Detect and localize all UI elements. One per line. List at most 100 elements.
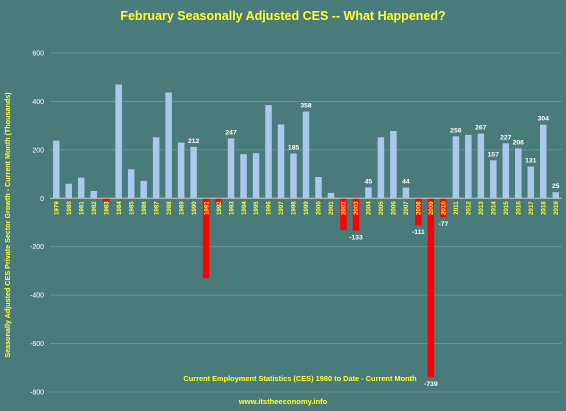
bar-1988 [165,92,172,199]
bar-2019 [552,192,560,199]
data-labels: 212 247 185 358 -133 45 44 -111 -739 -77 256 267 157… [188,103,560,389]
data-label: 358 [300,103,312,110]
x-tick-label: 1984 [116,201,123,215]
data-label: 45 [365,178,373,185]
x-tick-label: 2008 [416,201,423,215]
x-tick-label: 1992 [216,201,223,215]
x-tick-label: 1998 [291,201,298,215]
bar-2018 [540,124,547,199]
bar-1991 [202,198,210,279]
bar-1982 [90,191,97,199]
y-axis-ticks: 600 400 200 0 -200 -400 -600 -800 [30,51,44,397]
x-tick-label: 2016 [515,201,522,215]
bar-1985 [127,169,135,199]
x-tick-label: 1993 [228,201,235,215]
bar-1996 [265,105,272,199]
x-tick-label: 1990 [191,201,198,215]
x-tick-label: 1987 [153,201,160,215]
x-tick-label: 1986 [141,201,148,215]
data-label: -77 [438,221,448,228]
x-tick-label: 2010 [441,201,448,215]
bar-2002 [340,198,347,230]
x-tick-label: 1980 [66,201,73,215]
y-tick-label: 600 [32,51,44,58]
data-label: 206 [513,139,525,146]
bar-1989 [177,142,185,199]
bar-2016 [515,148,522,199]
data-label: 157 [488,151,500,158]
x-tick-label: 1989 [178,201,185,215]
x-tick-label: 2013 [478,201,485,215]
bar-1998 [290,153,297,199]
bar-2011 [452,136,460,199]
x-tick-label: 1981 [78,201,85,215]
bar-2008 [415,198,422,226]
y-tick-label: -600 [30,341,44,348]
bar-1981 [77,177,85,199]
x-tick-label: 2015 [503,201,510,215]
data-label: 256 [450,127,462,134]
bar-1986 [140,180,147,199]
x-tick-label: 1979 [53,201,60,215]
data-label: 267 [475,125,487,132]
x-tick-label: 1997 [278,201,285,215]
bar-1984 [115,84,122,199]
x-tick-label: 1999 [303,201,310,215]
y-axis-label: Seasonally Adjusted CES Private Sector G… [3,92,12,358]
data-label: 227 [500,134,512,141]
data-label: 131 [525,158,537,165]
data-label: 185 [288,144,300,151]
x-tick-label: 2002 [341,201,348,215]
bar-2017 [527,166,535,199]
data-label: -133 [349,234,363,241]
x-tick-label: 2001 [328,201,335,215]
bar-1987 [152,137,160,199]
bar-2000 [315,176,322,199]
bar-2006 [390,130,397,199]
data-label: 212 [188,138,200,145]
bar-2010 [440,198,447,217]
data-label: 247 [225,129,237,136]
x-tick-label: 2014 [491,201,498,215]
x-tick-label: 2003 [353,201,360,215]
x-tick-label: 2004 [366,201,373,215]
x-tick-label: 2017 [528,201,535,215]
x-tick-label: 1985 [128,201,135,215]
bar-2005 [377,137,385,199]
bar-2007 [402,187,410,199]
y-tick-label: -800 [30,390,44,397]
bar-1983 [102,198,110,202]
data-label: -111 [412,229,425,236]
bar-2013 [477,133,485,199]
bars [52,84,560,378]
bar-1995 [252,153,260,199]
bar-1990 [190,146,197,199]
x-tick-label: 1991 [203,201,210,215]
x-tick-label: 2006 [391,201,398,215]
bar-1997 [277,124,285,199]
x-tick-label: 2012 [466,201,473,215]
chart-annotation: Current Employment Statistics (CES) 1980… [183,374,417,383]
x-tick-label: 1988 [166,201,173,215]
x-tick-label: 1995 [253,201,260,215]
bar-2009 [427,198,435,378]
bar-2015 [502,143,510,199]
bar-1994 [240,154,247,199]
x-tick-label: 1994 [241,201,248,215]
bar-2014 [490,160,497,199]
y-tick-label: 200 [32,147,44,154]
data-label: -739 [424,381,438,388]
x-tick-label: 2018 [540,201,547,215]
x-tick-label: 2011 [453,201,460,215]
x-tick-label: 1996 [266,201,273,215]
bar-2012 [465,134,472,199]
data-label: 44 [402,179,410,186]
x-tick-label: 1983 [103,201,110,215]
y-tick-label: 400 [32,99,44,106]
x-tick-label: 2007 [403,201,410,215]
bar-2001 [327,192,335,199]
x-tick-label: 2005 [378,201,385,215]
